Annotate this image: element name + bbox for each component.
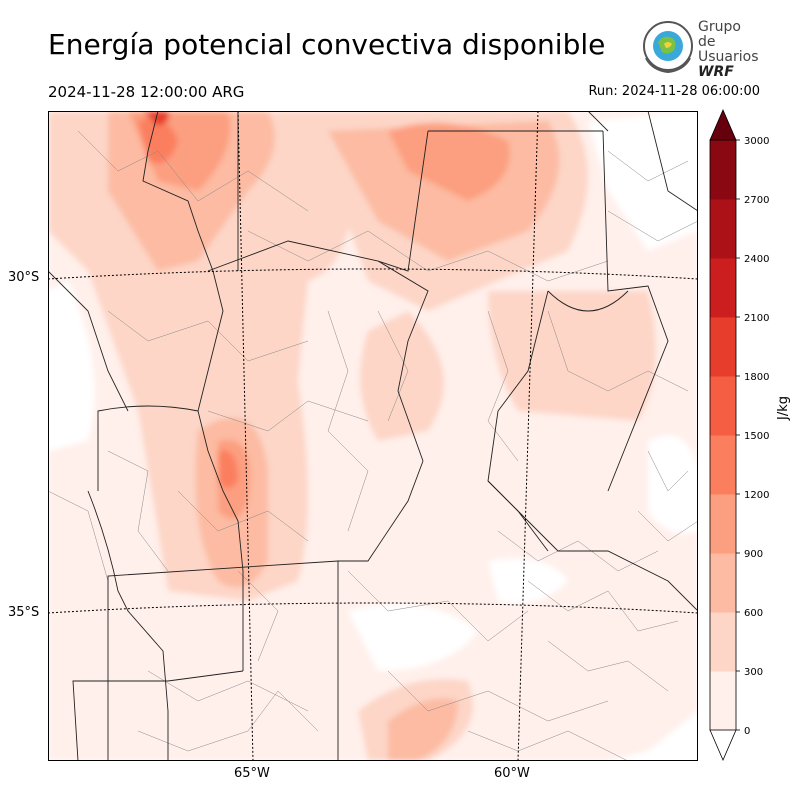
page-title: Energía potencial convectiva disponible	[48, 28, 606, 61]
graticule	[48, 111, 698, 761]
logo-line-2: Usuarios	[698, 49, 759, 65]
lon-label-65w: 65°W	[234, 766, 270, 781]
colorbar-swatch	[710, 199, 736, 259]
colorbar-tick-label: 900	[744, 549, 763, 560]
colorbar-extend-max	[709, 108, 737, 141]
colorbar-tick-label: 1800	[744, 372, 769, 383]
logo-line-1: Grupo de	[698, 19, 741, 50]
colorbar-swatch	[710, 671, 736, 731]
colorbar-tick-label: 2400	[744, 254, 769, 265]
colorbar-tick-label: 600	[744, 608, 763, 619]
cape-map	[48, 111, 698, 761]
colorbar-swatch	[710, 140, 736, 200]
colorbar-tick-label: 0	[744, 726, 750, 737]
colorbar-swatch	[710, 376, 736, 436]
colorbar-swatch	[710, 317, 736, 377]
colorbar-swatch	[710, 258, 736, 318]
cape-field	[48, 111, 698, 761]
lat-label-35s: 35°S	[8, 605, 40, 620]
globe-logo-icon	[643, 21, 693, 74]
valid-time: 2024-11-28 12:00:00 ARG	[48, 83, 245, 101]
map-frame	[48, 111, 698, 761]
colorbar-unit-label: J/kg	[776, 396, 791, 420]
colorbar-ticks: 0 300 600 900 1200 1500 1800 2100 2400 2700 3000	[736, 136, 769, 737]
colorbar-swatch	[710, 494, 736, 554]
colorbar-tick-label: 3000	[744, 136, 769, 147]
wrf-logo: Grupo de Usuarios WRF	[640, 18, 760, 80]
colorbar-swatch	[710, 612, 736, 672]
lon-label-60w: 60°W	[494, 766, 530, 781]
colorbar-tick-label: 2100	[744, 313, 769, 324]
colorbar-extend-min	[709, 729, 737, 762]
colorbar-swatch	[710, 553, 736, 613]
logo-line-3: WRF	[698, 64, 734, 80]
colorbar-tick-label: 1200	[744, 490, 769, 501]
lat-label-30s: 30°S	[8, 270, 40, 285]
colorbar-swatch	[710, 435, 736, 495]
colorbar-swatches	[709, 108, 737, 762]
colorbar-tick-label: 2700	[744, 195, 769, 206]
province-boundaries	[48, 111, 698, 761]
colorbar: 0 300 600 900 1200 1500 1800 2100 2400 2700 3000	[709, 108, 769, 762]
run-time: Run: 2024-11-28 06:00:00	[588, 84, 760, 99]
colorbar-tick-label: 300	[744, 667, 763, 678]
colorbar-tick-label: 1500	[744, 431, 769, 442]
